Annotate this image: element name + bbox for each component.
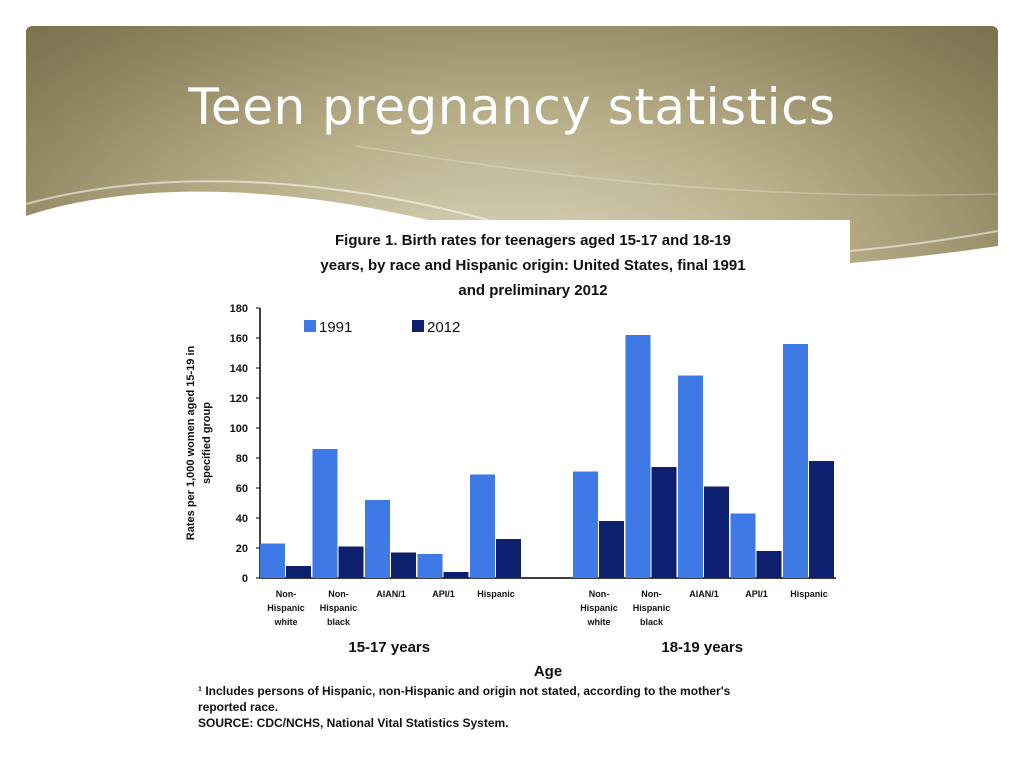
y-axis-label: specified group <box>201 402 213 484</box>
chart-title-line: Figure 1. Birth rates for teenagers aged… <box>335 232 731 249</box>
bar-1991 <box>573 471 598 578</box>
category-label: API/1 <box>432 589 455 599</box>
legend-swatch-1991 <box>304 320 316 332</box>
category-label: Hispanic <box>477 589 515 599</box>
y-axis-label: Rates per 1,000 women aged 15-19 in <box>185 346 197 541</box>
category-label: Non- <box>276 589 297 599</box>
bar-2012 <box>338 546 364 578</box>
y-tick-label: 0 <box>242 573 248 585</box>
chart-footnote: reported race. <box>198 700 278 714</box>
legend-label-2012: 2012 <box>427 319 460 336</box>
x-axis-label: Age <box>534 663 562 680</box>
bar-1991 <box>678 375 703 578</box>
bar-1991 <box>730 513 756 578</box>
category-label: Hispanic <box>320 603 358 613</box>
y-tick-label: 60 <box>236 483 248 495</box>
group-label: 18-19 years <box>661 639 743 656</box>
y-tick-label: 40 <box>236 513 248 525</box>
bar-2012 <box>496 539 521 578</box>
chart-title-line: years, by race and Hispanic origin: Unit… <box>320 257 745 274</box>
category-label: black <box>640 617 664 627</box>
y-tick-label: 80 <box>236 453 248 465</box>
legend-label-1991: 1991 <box>319 319 352 336</box>
y-tick-label: 180 <box>230 303 248 315</box>
category-label: black <box>327 617 351 627</box>
bar-2012 <box>756 551 782 578</box>
y-tick-label: 120 <box>230 393 248 405</box>
bar-1991 <box>625 335 651 578</box>
bar-2012 <box>599 521 624 578</box>
y-tick-label: 160 <box>230 333 248 345</box>
bar-1991 <box>260 543 285 578</box>
bar-1991 <box>417 554 443 578</box>
bar-2012 <box>651 467 677 578</box>
category-label: Hispanic <box>790 589 828 599</box>
bar-2012 <box>286 566 311 578</box>
category-label: white <box>586 617 610 627</box>
birth-rate-figure: Figure 1. Birth rates for teenagers aged… <box>178 220 850 740</box>
category-label: Non- <box>328 589 349 599</box>
bar-1991 <box>312 449 338 578</box>
group-label: 15-17 years <box>348 639 430 656</box>
category-label: Non- <box>641 589 662 599</box>
bar-1991 <box>470 474 495 578</box>
category-label: API/1 <box>745 589 768 599</box>
category-label: white <box>273 617 297 627</box>
y-tick-label: 140 <box>230 363 248 375</box>
bar-2012 <box>809 461 834 578</box>
bar-1991 <box>365 500 390 578</box>
category-label: Hispanic <box>267 603 305 613</box>
legend-swatch-2012 <box>412 320 424 332</box>
category-label: Non- <box>589 589 610 599</box>
bar-2012 <box>443 572 469 578</box>
category-label: AIAN/1 <box>689 589 719 599</box>
bar-1991 <box>783 344 808 578</box>
chart-title-line: and preliminary 2012 <box>458 282 607 299</box>
bar-chart: Figure 1. Birth rates for teenagers aged… <box>185 232 836 730</box>
category-label: AIAN/1 <box>376 589 406 599</box>
bar-2012 <box>704 486 729 578</box>
chart-footnote: ¹ Includes persons of Hispanic, non-Hisp… <box>198 684 731 698</box>
slide-title: Teen pregnancy statistics <box>188 78 836 136</box>
category-label: Hispanic <box>633 603 671 613</box>
bar-2012 <box>391 552 416 578</box>
y-tick-label: 100 <box>230 423 248 435</box>
category-label: Hispanic <box>580 603 618 613</box>
y-tick-label: 20 <box>236 543 248 555</box>
chart-footnote: SOURCE: CDC/NCHS, National Vital Statist… <box>198 716 509 730</box>
